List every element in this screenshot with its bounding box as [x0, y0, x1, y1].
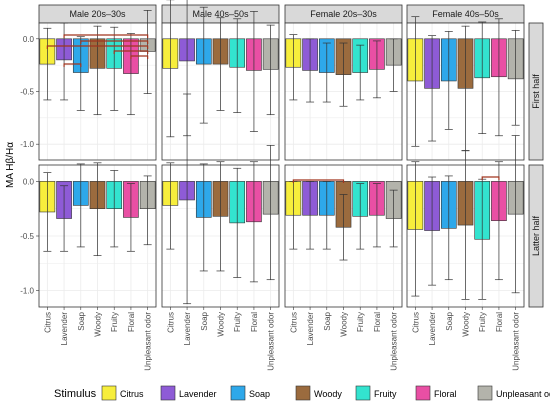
y-tick-label: -0.5 [20, 88, 34, 97]
column-strip-label: Male 20s–30s [69, 9, 126, 19]
x-tick-label: Fruity [356, 312, 365, 332]
legend: Stimulus Citrus Lavender Soap Woody Fruity Fl… [54, 385, 550, 401]
x-tick-label: Fruity [233, 312, 242, 332]
y-tick-label: -0.5 [20, 232, 34, 241]
row-strip [528, 164, 544, 308]
x-tick-label: Citrus [411, 312, 420, 333]
panel-border [161, 22, 280, 161]
significance-bracket [46, 45, 149, 49]
legend-label: Soap [249, 389, 270, 399]
significance-bracket [63, 63, 82, 67]
legend-label: Fruity [374, 389, 397, 399]
x-tick-label: Floral [127, 312, 136, 332]
column-strip-label: Female 20s–30s [310, 9, 377, 19]
column-strip-label: Male 40s–50s [192, 9, 249, 19]
facet-panel: Citrus Lavender Soap Woody Fruity Floral Unple… [161, 93, 280, 371]
y-axis-title: MA Hβ/Hα [5, 142, 16, 188]
significance-bracket [113, 50, 149, 54]
x-tick-label: Woody [94, 312, 103, 337]
x-tick-label: Woody [462, 312, 471, 337]
y-tick-label: -1.0 [20, 287, 34, 296]
x-tick-label: Floral [373, 312, 382, 332]
facet-panel [406, 16, 525, 161]
x-tick-label: Floral [495, 312, 504, 332]
column-strip-label: Female 40s–50s [432, 9, 499, 19]
x-tick-label: Soap [445, 311, 454, 330]
significance-bracket [481, 176, 500, 180]
legend-label: Citrus [120, 389, 144, 399]
facet-panel: Citrus Lavender Soap Woody Fruity Floral Unple… [38, 162, 157, 371]
facet-panel [161, 0, 280, 161]
panel-border [38, 22, 157, 161]
x-tick-label: Fruity [478, 312, 487, 332]
row-strip-label: First half [531, 74, 541, 109]
significance-bracket [80, 40, 149, 44]
significance-bracket [63, 34, 149, 38]
facet-panel: Citrus Lavender Soap Woody Fruity Floral Unple… [406, 135, 525, 371]
x-tick-label: Unpleasant odor [512, 312, 521, 371]
x-tick-label: Citrus [289, 312, 298, 333]
legend-swatch [355, 385, 371, 401]
y-tick-label: 0.0 [23, 35, 35, 44]
significance-bracket [292, 179, 345, 183]
legend-swatch [415, 385, 431, 401]
x-tick-label: Fruity [110, 312, 119, 332]
x-tick-label: Lavender [306, 312, 315, 346]
facet-panel [38, 10, 157, 161]
legend-title: Stimulus [54, 388, 97, 400]
x-tick-label: Lavender [183, 312, 192, 346]
significance-bracket [130, 55, 149, 59]
x-tick-label: Soap [77, 311, 86, 330]
legend-swatch [160, 385, 176, 401]
legend-swatch [101, 385, 117, 401]
legend-label: Floral [434, 389, 457, 399]
legend-label: Unpleasant odor [496, 389, 550, 399]
x-tick-label: Lavender [428, 312, 437, 346]
panels-layer: Male 20s–30s Male 40s–50s Female 20s–30s Fe… [20, 0, 544, 371]
x-tick-label: Unpleasant odor [144, 312, 153, 371]
legend-label: Woody [314, 389, 342, 399]
legend-swatch [230, 385, 246, 401]
row-strip-label: Latter half [531, 215, 541, 256]
x-tick-label: Woody [340, 312, 349, 337]
facet-panel: Citrus Lavender Soap Woody Fruity Floral Unple… [284, 164, 403, 371]
panel-border [284, 22, 403, 161]
x-tick-label: Lavender [60, 312, 69, 346]
y-axis-title-group: MA Hβ/Hα [5, 142, 16, 188]
y-tick-label: -1.0 [20, 140, 34, 149]
x-tick-label: Woody [217, 312, 226, 337]
x-tick-label: Soap [323, 311, 332, 330]
y-tick-label: 0.0 [23, 177, 35, 186]
x-tick-label: Citrus [43, 312, 52, 333]
x-tick-label: Floral [250, 312, 259, 332]
x-tick-label: Unpleasant odor [390, 312, 399, 371]
facet-panel [284, 22, 403, 161]
x-tick-label: Citrus [166, 312, 175, 333]
x-tick-label: Soap [200, 311, 209, 330]
legend-swatch [295, 385, 311, 401]
row-strip [528, 22, 544, 161]
x-tick-label: Unpleasant odor [267, 312, 276, 371]
legend-label: Lavender [179, 389, 217, 399]
legend-swatch [477, 385, 493, 401]
